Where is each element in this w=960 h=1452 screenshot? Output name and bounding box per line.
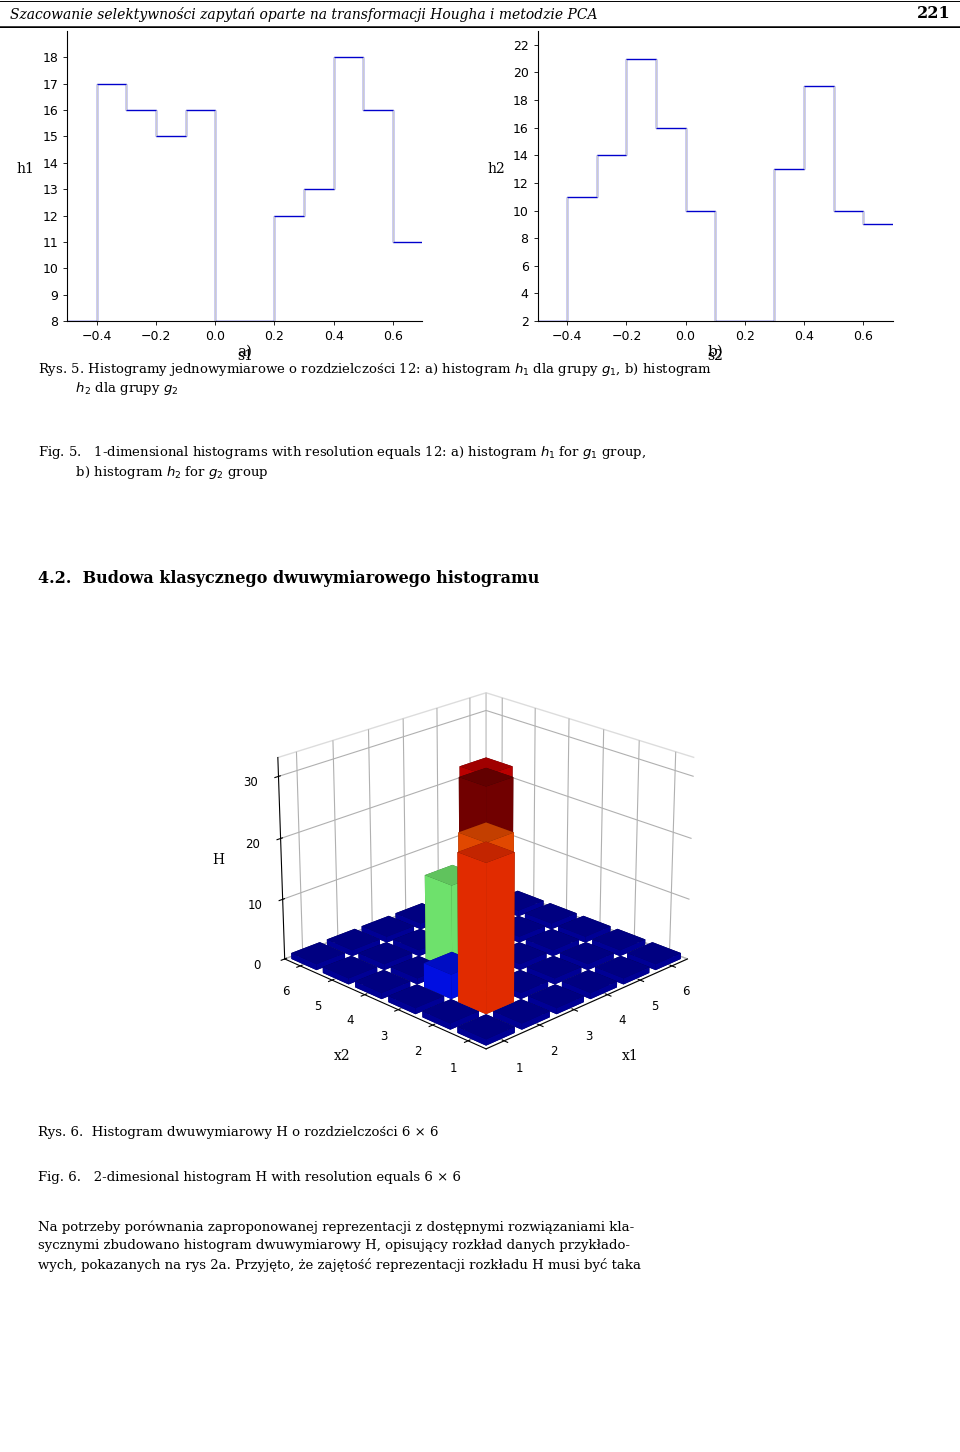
Text: a): a) [237, 346, 252, 359]
Text: Rys. 5. Histogramy jednowymiarowe o rozdzielczości 12: a) histogram $h_1$ dla gr: Rys. 5. Histogramy jednowymiarowe o rozd… [38, 362, 712, 398]
Text: Na potrzeby porównania zaproponowanej reprezentacji z dostępnymi rozwiązaniami k: Na potrzeby porównania zaproponowanej re… [38, 1221, 641, 1272]
Y-axis label: h1: h1 [16, 163, 35, 176]
Text: Fig. 6.   2-dimesional histogram H with resolution equals 6 × 6: Fig. 6. 2-dimesional histogram H with re… [38, 1170, 462, 1183]
X-axis label: s2: s2 [708, 348, 723, 363]
Text: 221: 221 [917, 6, 950, 22]
Text: Szacowanie selektywności zapytań oparte na transformacji Hougha i metodzie PCA: Szacowanie selektywności zapytań oparte … [10, 6, 597, 22]
X-axis label: s1: s1 [237, 348, 252, 363]
Text: b): b) [708, 346, 723, 359]
Y-axis label: x2: x2 [333, 1048, 350, 1063]
X-axis label: x1: x1 [622, 1048, 638, 1063]
Text: Rys. 6.  Histogram dwuwymiarowy H o rozdzielczości 6 × 6: Rys. 6. Histogram dwuwymiarowy H o rozdz… [38, 1125, 439, 1138]
Y-axis label: h2: h2 [487, 163, 505, 176]
Text: Fig. 5.   1-dimensional histograms with resolution equals 12: a) histogram $h_1$: Fig. 5. 1-dimensional histograms with re… [38, 444, 646, 481]
Text: 4.2.  Budowa klasycznego dwuwymiarowego histogramu: 4.2. Budowa klasycznego dwuwymiarowego h… [38, 571, 540, 587]
